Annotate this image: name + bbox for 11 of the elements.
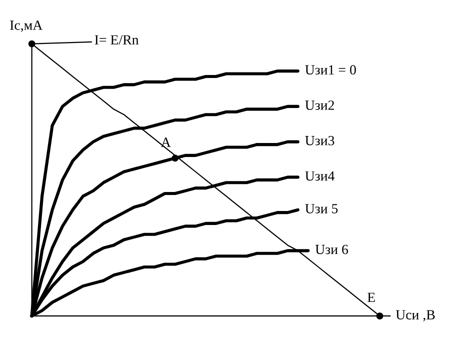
- series-label: Uзи1 = 0: [305, 65, 356, 75]
- annotation: I= E/Rn: [94, 35, 139, 45]
- series-label: Uзи2: [305, 100, 334, 110]
- series-label: Uзи3: [305, 136, 334, 146]
- series-label: Uзи 6: [315, 244, 348, 254]
- y-axis-title: Iс,мА: [10, 20, 43, 32]
- x-axis-title: Uси ,В: [396, 310, 435, 322]
- series-label: Uзи4: [305, 171, 335, 181]
- series-label: Uзи 5: [305, 204, 338, 214]
- annotation: A: [161, 138, 171, 147]
- annotation: E: [368, 292, 375, 302]
